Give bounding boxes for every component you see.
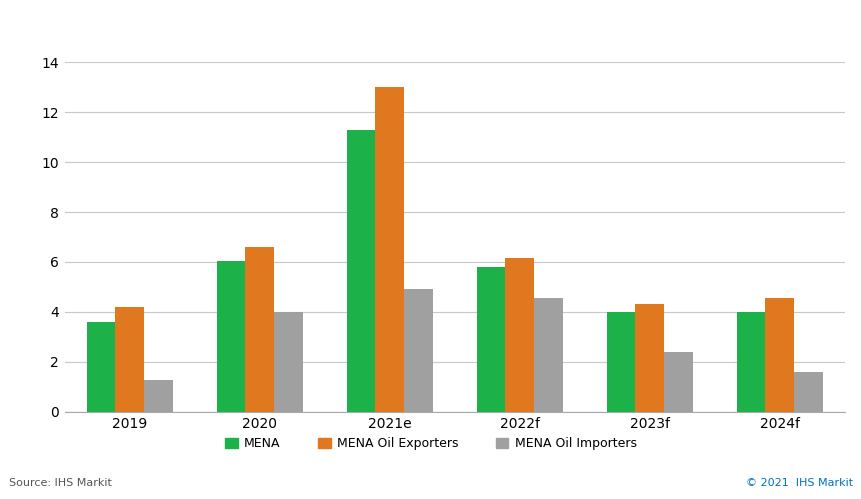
Bar — [346, 130, 375, 412]
Bar — [635, 304, 663, 412]
Bar — [736, 312, 765, 412]
Bar — [245, 247, 274, 412]
Bar — [793, 372, 821, 412]
Text: Source: IHS Markit: Source: IHS Markit — [9, 478, 111, 488]
Text: MENA: Average CPI growth (%): MENA: Average CPI growth (%) — [9, 11, 299, 29]
Legend: MENA, MENA Oil Exporters, MENA Oil Importers: MENA, MENA Oil Exporters, MENA Oil Impor… — [220, 432, 641, 455]
Bar — [606, 312, 635, 412]
Bar — [505, 258, 534, 412]
Bar — [375, 87, 404, 412]
Bar — [663, 352, 692, 412]
Bar — [476, 267, 505, 412]
Bar — [87, 322, 115, 412]
Bar — [404, 289, 432, 412]
Text: © 2021  IHS Markit: © 2021 IHS Markit — [746, 478, 852, 488]
Bar — [144, 381, 172, 412]
Bar — [274, 312, 302, 412]
Bar — [765, 298, 793, 412]
Bar — [115, 307, 144, 412]
Bar — [534, 298, 562, 412]
Bar — [216, 261, 245, 412]
